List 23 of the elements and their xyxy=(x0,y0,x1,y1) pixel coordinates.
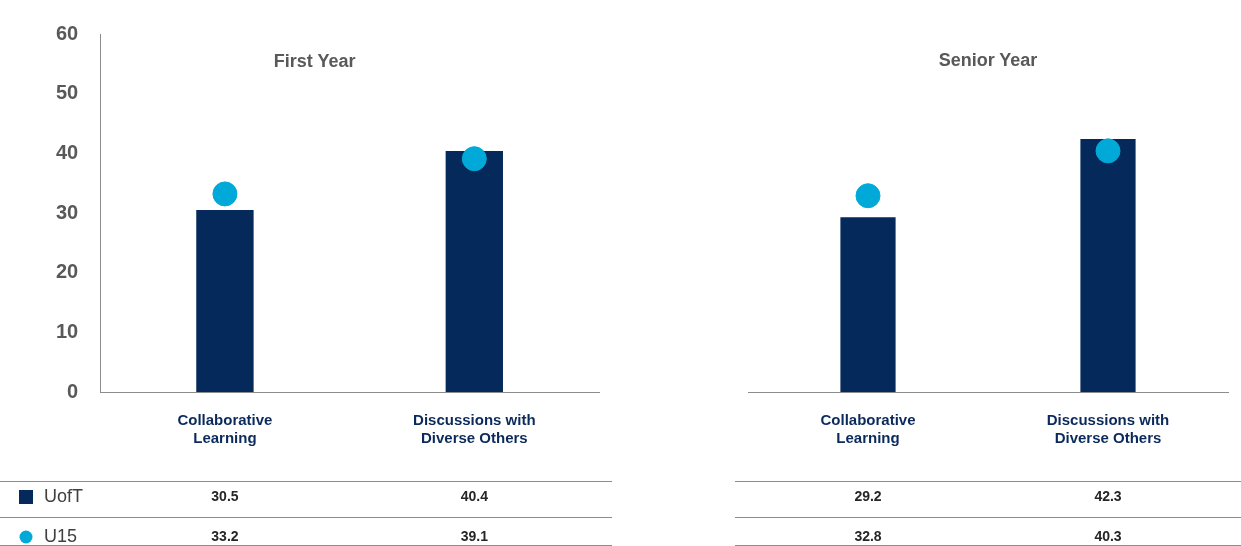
x-tick-label: Collaborative Learning xyxy=(177,411,273,447)
y-tick-label: 60 xyxy=(56,21,79,44)
data-label: 40.4 xyxy=(460,487,489,504)
data-label: 39.1 xyxy=(460,527,489,544)
y-tick-label: 20 xyxy=(56,260,79,283)
data-label: 40.3 xyxy=(1094,527,1122,544)
y-tick-label: 30 xyxy=(56,200,79,223)
x-tick-label: Discussions with Diverse Others xyxy=(1046,411,1170,447)
text: Senior Year xyxy=(938,49,1038,70)
y-tick-label: 0 xyxy=(67,379,79,402)
x-tick-label: Discussions with Diverse Others xyxy=(413,411,536,447)
y-tick-label: 10 xyxy=(56,319,79,342)
data-label: 30.5 xyxy=(211,487,239,504)
text: First Year xyxy=(273,50,356,71)
data-label: 42.3 xyxy=(1094,487,1122,504)
y-tick-label: 40 xyxy=(56,140,79,163)
data-label: 33.2 xyxy=(211,527,239,544)
y-tick-label: 50 xyxy=(56,81,79,104)
x-tick-label: Collaborative Learning xyxy=(820,411,916,447)
data-label: 32.8 xyxy=(854,527,882,544)
legend-label: U15 xyxy=(44,525,78,546)
data-label: 29.2 xyxy=(854,487,882,504)
legend-label: UofT xyxy=(44,485,84,506)
